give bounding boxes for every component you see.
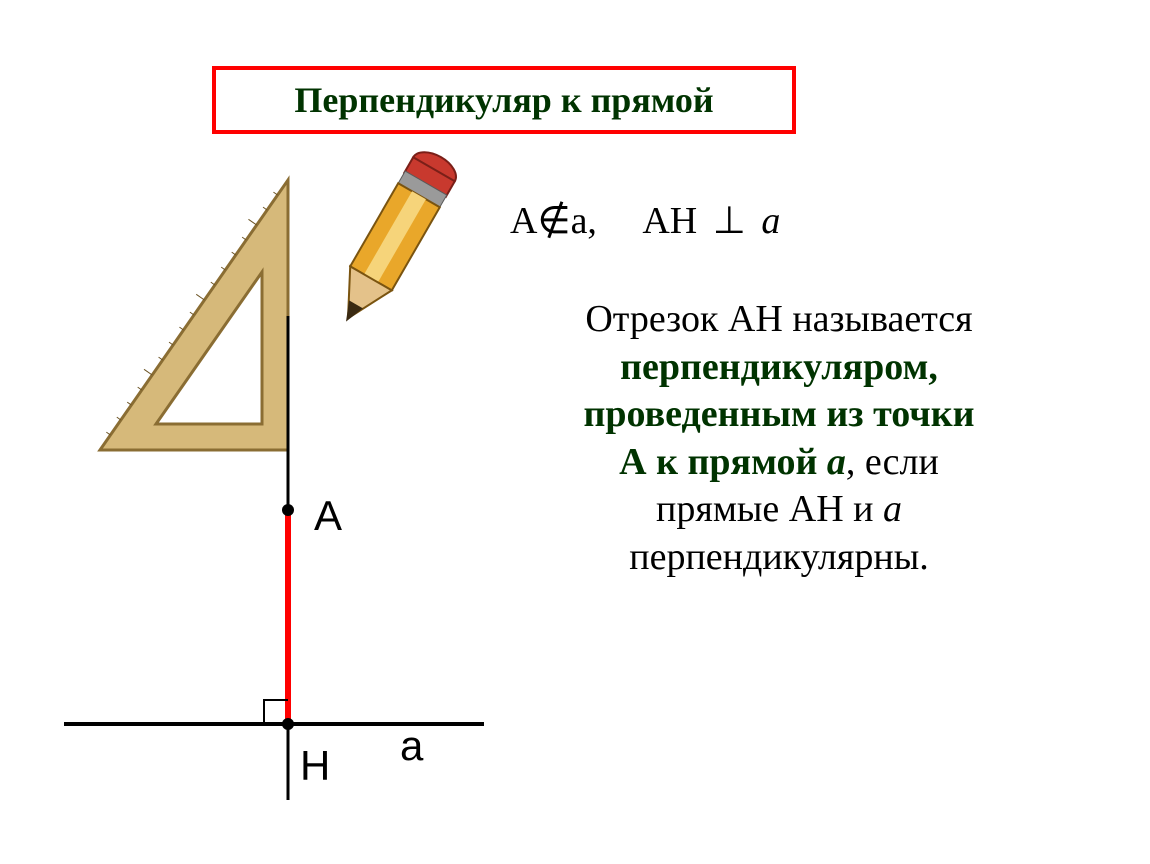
point-labels: A Ha — [300, 492, 424, 789]
diagram-svg: A Ha — [0, 0, 1150, 864]
triangle-ruler-icon — [100, 180, 288, 450]
svg-text:A: A — [314, 492, 342, 539]
svg-text:H: H — [300, 742, 330, 789]
svg-text:a: a — [400, 722, 424, 769]
pencil-icon — [325, 145, 462, 334]
